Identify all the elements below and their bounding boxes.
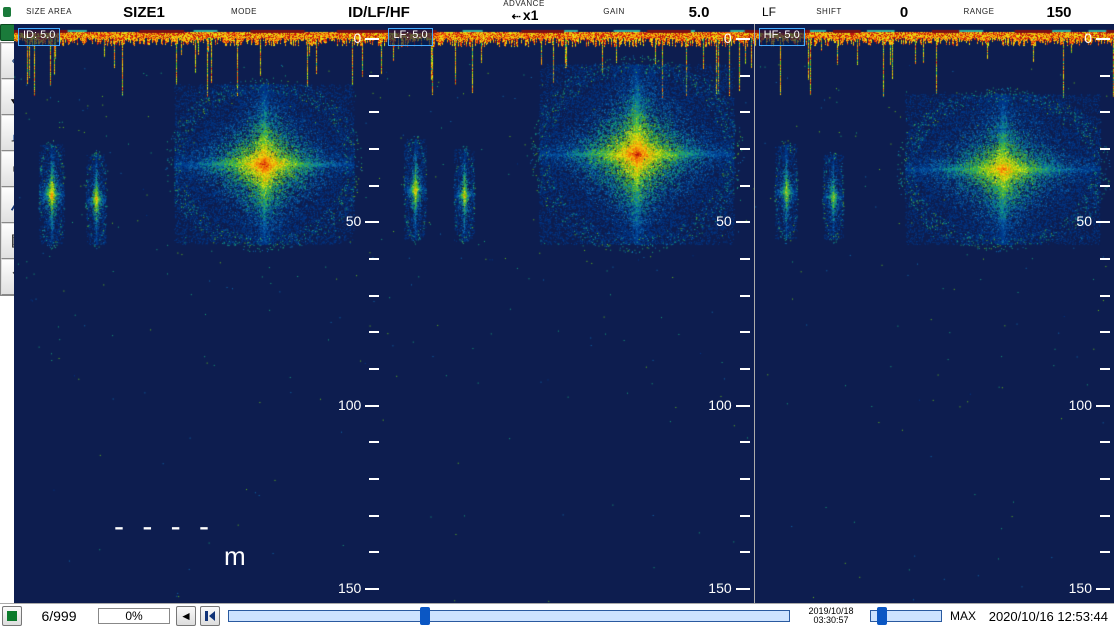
panel-badge-id[interactable]: ID: 5.0 — [18, 28, 60, 46]
panel-hf[interactable]: HF: 5.0 0 50 100 150 — [755, 24, 1114, 604]
depth-minor-tick — [1100, 441, 1110, 443]
advance-arrow-icon: ⇠ — [512, 11, 521, 23]
depth-label: 100 — [338, 397, 361, 413]
depth-minor-tick — [1100, 551, 1110, 553]
depth-minor-tick — [369, 148, 379, 150]
depth-minor-tick — [369, 75, 379, 77]
value-gain[interactable]: 5.0 — [654, 0, 744, 24]
panel-badge-hf[interactable]: HF: 5.0 — [759, 28, 805, 46]
menu-toggle-icon[interactable] — [3, 7, 11, 17]
play-controls-icon[interactable] — [200, 606, 220, 626]
playback-slider[interactable] — [228, 610, 790, 622]
depth-tick — [365, 405, 379, 407]
label-shift: SHIFT — [794, 0, 864, 24]
step-back-icon[interactable]: ◄ — [176, 606, 196, 626]
echogram-canvas-lf — [384, 24, 754, 604]
value-shift[interactable]: 0 — [864, 0, 944, 24]
depth-label: 50 — [1076, 213, 1092, 229]
depth-minor-tick — [1100, 111, 1110, 113]
depth-label: 150 — [1069, 580, 1092, 596]
depth-tick — [1096, 221, 1110, 223]
value-size[interactable]: SIZE1 — [84, 0, 204, 24]
depth-minor-tick — [1100, 368, 1110, 370]
depth-minor-tick — [740, 478, 750, 480]
value-mode[interactable]: ID/LF/HF — [284, 0, 474, 24]
depth-minor-tick — [369, 111, 379, 113]
depth-label: 50 — [716, 213, 732, 229]
label-gain: GAIN — [574, 0, 654, 24]
depth-tick — [1096, 38, 1110, 40]
depth-label: 150 — [708, 580, 731, 596]
depth-tick — [1096, 588, 1110, 590]
depth-minor-tick — [740, 441, 750, 443]
depth-minor-tick — [740, 148, 750, 150]
label-mode: MODE — [204, 0, 284, 24]
echogram-canvas-hf — [755, 24, 1114, 604]
depth-label: 0 — [354, 30, 362, 46]
depth-label: 100 — [708, 397, 731, 413]
depth-minor-tick — [740, 111, 750, 113]
depth-minor-tick — [369, 331, 379, 333]
speed-slider[interactable] — [870, 610, 942, 622]
progress-percent: 0% — [98, 608, 170, 624]
label-size-area: SIZE AREA — [14, 0, 84, 24]
depth-minor-tick — [369, 258, 379, 260]
label-range: RANGE — [944, 0, 1014, 24]
depth-tick — [736, 38, 750, 40]
rec-status-icon[interactable] — [2, 606, 22, 626]
depth-minor-tick — [369, 441, 379, 443]
depth-tick — [1096, 405, 1110, 407]
depth-tick — [736, 221, 750, 223]
label-lf: LF — [744, 0, 794, 24]
frame-counter: 6/999 — [24, 608, 94, 624]
depth-minor-tick — [369, 551, 379, 553]
speed-max-label: MAX — [950, 609, 976, 623]
depth-tick — [365, 588, 379, 590]
depth-minor-tick — [369, 515, 379, 517]
depth-tick — [365, 38, 379, 40]
system-datetime: 2020/10/16 12:53:44 — [989, 609, 1108, 624]
depth-label: 50 — [346, 213, 362, 229]
depth-label: 100 — [1069, 397, 1092, 413]
depth-label: 150 — [338, 580, 361, 596]
depth-minor-tick — [369, 478, 379, 480]
playback-timestamp: 2019/10/1803:30:57 — [796, 607, 866, 625]
depth-minor-tick — [1100, 185, 1110, 187]
depth-minor-tick — [1100, 331, 1110, 333]
depth-minor-tick — [1100, 478, 1110, 480]
depth-minor-tick — [1100, 295, 1110, 297]
depth-minor-tick — [1100, 258, 1110, 260]
scale-dashes: - - - - — [114, 510, 214, 544]
scale-unit-label: m — [224, 541, 246, 572]
depth-minor-tick — [1100, 148, 1110, 150]
depth-tick — [736, 588, 750, 590]
depth-minor-tick — [740, 295, 750, 297]
depth-minor-tick — [740, 331, 750, 333]
value-range[interactable]: 150 — [1014, 0, 1104, 24]
depth-minor-tick — [740, 368, 750, 370]
sonar-panels: ID: 5.0 0 50 100 150 - - - - m LF: 5.0 0 50 100 150… — [14, 24, 1114, 604]
depth-tick — [736, 405, 750, 407]
depth-minor-tick — [1100, 75, 1110, 77]
panel-id[interactable]: ID: 5.0 0 50 100 150 - - - - m — [14, 24, 384, 604]
depth-minor-tick — [1100, 515, 1110, 517]
depth-minor-tick — [740, 515, 750, 517]
depth-minor-tick — [740, 551, 750, 553]
depth-label: 0 — [724, 30, 732, 46]
panel-badge-lf[interactable]: LF: 5.0 — [388, 28, 432, 46]
depth-tick — [365, 221, 379, 223]
panel-lf[interactable]: LF: 5.0 0 50 100 150 — [384, 24, 754, 604]
bottom-playback-bar: 6/999 0% ◄ 2019/10/1803:30:57 MAX 2020/1… — [0, 603, 1114, 628]
depth-label: 0 — [1084, 30, 1092, 46]
depth-minor-tick — [740, 258, 750, 260]
depth-minor-tick — [740, 185, 750, 187]
depth-minor-tick — [369, 185, 379, 187]
depth-minor-tick — [369, 295, 379, 297]
depth-minor-tick — [369, 368, 379, 370]
depth-minor-tick — [740, 75, 750, 77]
top-parameter-bar: SIZE AREA SIZE1 MODE ID/LF/HF ADVANCE ⇠x… — [0, 0, 1114, 25]
label-advance: ADVANCE ⇠x1 — [474, 0, 574, 24]
